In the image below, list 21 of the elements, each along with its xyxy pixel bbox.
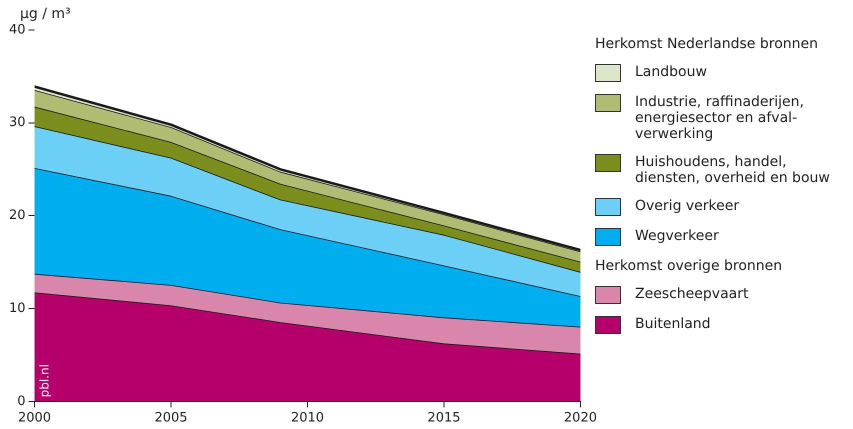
- y-tick-label: 40: [8, 22, 26, 38]
- legend-label: Huishoudens, handel, diensten, overheid en bouw: [635, 154, 831, 186]
- y-tick-label: 10: [8, 300, 26, 316]
- legend-label: Industrie, raffinaderijen, energiesector en afval-verwerking: [635, 94, 805, 142]
- legend-label: Wegverkeer: [635, 228, 719, 244]
- legend-label: Landbouw: [635, 64, 707, 80]
- y-tick-label: 30: [8, 115, 26, 130]
- text: Herkomst overige bronnen: [595, 258, 784, 274]
- x-tick-label: 2015: [427, 410, 461, 426]
- x-tick-label: 2020: [564, 410, 598, 426]
- x-tick-label: 2000: [18, 410, 52, 426]
- legend-label: Buitenland: [635, 316, 711, 332]
- legend-label: Zeescheepvaart: [635, 286, 748, 302]
- annotation: pbl.nl: [38, 364, 52, 398]
- legend-label: Overig verkeer: [635, 198, 740, 214]
- y-tick-label: 0: [17, 394, 26, 409]
- y-axis-title: µg / m³: [20, 6, 71, 22]
- x-tick-label: 2005: [154, 410, 188, 426]
- y-tick-label: 20: [8, 208, 26, 224]
- x-tick-label: 2010: [290, 410, 324, 426]
- legend-title: Herkomst Nederlandse bronnen: [595, 36, 820, 52]
